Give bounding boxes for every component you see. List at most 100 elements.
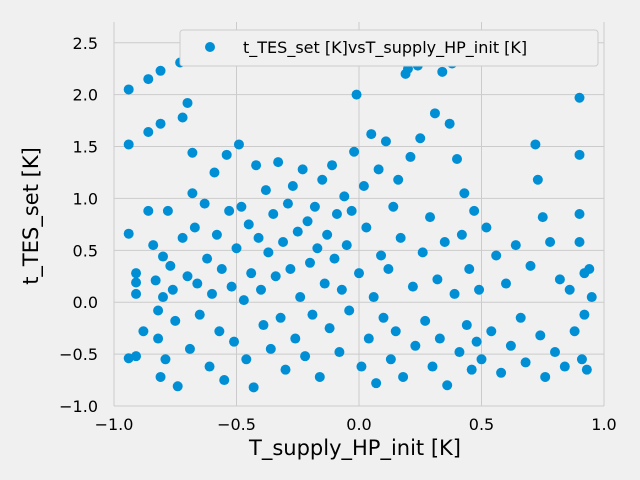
data-point bbox=[209, 167, 220, 178]
data-point bbox=[393, 174, 404, 185]
data-point bbox=[329, 253, 340, 264]
data-point bbox=[550, 347, 560, 358]
data-points bbox=[123, 46, 597, 393]
x-tick-label: 0.5 bbox=[469, 415, 494, 434]
data-point bbox=[153, 305, 164, 316]
data-point bbox=[525, 260, 536, 271]
data-point bbox=[481, 222, 492, 233]
data-point bbox=[346, 205, 357, 216]
data-point bbox=[194, 309, 205, 320]
data-point bbox=[358, 180, 369, 191]
data-point bbox=[309, 201, 320, 212]
data-point bbox=[554, 274, 565, 285]
data-point bbox=[312, 243, 323, 254]
data-point bbox=[162, 205, 173, 216]
data-point bbox=[461, 320, 472, 331]
data-point bbox=[336, 284, 347, 295]
data-point bbox=[182, 97, 193, 108]
data-point bbox=[581, 364, 592, 375]
data-point bbox=[143, 74, 154, 85]
data-point bbox=[177, 232, 188, 243]
data-point bbox=[368, 292, 379, 303]
y-tick-label: 1.5 bbox=[73, 138, 98, 157]
data-point bbox=[471, 336, 482, 347]
data-point bbox=[231, 243, 242, 254]
data-point bbox=[221, 149, 232, 160]
data-point bbox=[229, 336, 240, 347]
data-point bbox=[248, 382, 259, 393]
data-point bbox=[238, 295, 249, 306]
data-point bbox=[576, 354, 587, 365]
data-point bbox=[535, 330, 546, 341]
data-point bbox=[469, 205, 480, 216]
data-point bbox=[253, 232, 264, 243]
data-point bbox=[405, 151, 416, 162]
data-point bbox=[366, 129, 377, 140]
data-point bbox=[155, 65, 166, 76]
data-point bbox=[390, 326, 401, 337]
data-point bbox=[280, 364, 291, 375]
data-point bbox=[501, 278, 511, 289]
data-point bbox=[158, 251, 168, 262]
data-point bbox=[452, 153, 462, 164]
data-point bbox=[322, 229, 333, 240]
data-point bbox=[398, 371, 409, 382]
data-point bbox=[449, 288, 460, 299]
y-axis-label: t_TES_set [K] bbox=[19, 147, 44, 285]
data-point bbox=[270, 271, 281, 282]
data-point bbox=[354, 268, 364, 279]
data-point bbox=[420, 315, 431, 326]
data-point bbox=[425, 212, 436, 223]
data-point bbox=[287, 180, 298, 191]
data-point bbox=[295, 292, 306, 303]
data-point bbox=[496, 367, 507, 378]
data-point bbox=[165, 260, 176, 271]
data-point bbox=[356, 361, 367, 372]
data-point bbox=[584, 264, 595, 275]
data-point bbox=[439, 237, 450, 248]
data-point bbox=[415, 133, 426, 144]
data-point bbox=[466, 364, 477, 375]
y-tick-label: 2.5 bbox=[73, 34, 98, 53]
data-point bbox=[579, 309, 590, 320]
data-point bbox=[160, 354, 171, 365]
legend-marker bbox=[205, 42, 215, 52]
data-point bbox=[131, 351, 142, 362]
data-point bbox=[275, 312, 286, 323]
data-point bbox=[486, 326, 497, 337]
data-point bbox=[158, 292, 168, 303]
data-point bbox=[131, 268, 142, 279]
data-point bbox=[319, 278, 330, 289]
data-point bbox=[317, 174, 328, 185]
data-point bbox=[143, 205, 154, 216]
legend-label: t_TES_set [K]vsT_supply_HP_init [K] bbox=[243, 38, 527, 58]
data-point bbox=[324, 323, 335, 334]
data-point bbox=[530, 139, 541, 150]
data-point bbox=[454, 347, 465, 358]
data-point bbox=[202, 253, 213, 264]
data-point bbox=[204, 361, 215, 372]
data-point bbox=[285, 264, 296, 275]
data-point bbox=[172, 381, 183, 392]
data-point bbox=[258, 320, 269, 331]
data-point bbox=[540, 371, 551, 382]
data-point bbox=[314, 371, 325, 382]
x-axis-label: T_supply_HP_init [K] bbox=[248, 436, 461, 461]
data-point bbox=[170, 315, 181, 326]
data-point bbox=[192, 278, 203, 289]
data-point bbox=[155, 371, 166, 382]
data-point bbox=[297, 164, 308, 175]
data-point bbox=[373, 164, 384, 175]
data-point bbox=[224, 205, 235, 216]
data-point bbox=[177, 112, 188, 123]
data-point bbox=[464, 264, 475, 275]
data-point bbox=[307, 309, 318, 320]
data-point bbox=[334, 347, 345, 358]
data-point bbox=[265, 343, 276, 354]
data-point bbox=[510, 240, 521, 251]
data-point bbox=[410, 340, 421, 351]
data-point bbox=[207, 288, 217, 299]
data-point bbox=[537, 212, 548, 223]
data-point bbox=[341, 240, 352, 251]
